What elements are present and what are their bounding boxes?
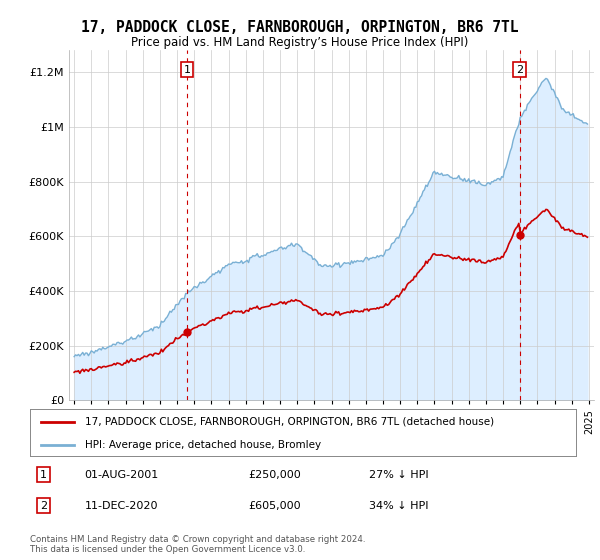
Text: 01-AUG-2001: 01-AUG-2001 [85, 470, 159, 480]
Text: 27% ↓ HPI: 27% ↓ HPI [368, 470, 428, 480]
Text: 2: 2 [516, 64, 523, 74]
Text: Contains HM Land Registry data © Crown copyright and database right 2024.
This d: Contains HM Land Registry data © Crown c… [30, 535, 365, 554]
Text: 34% ↓ HPI: 34% ↓ HPI [368, 501, 428, 511]
Text: Price paid vs. HM Land Registry’s House Price Index (HPI): Price paid vs. HM Land Registry’s House … [131, 36, 469, 49]
Text: 17, PADDOCK CLOSE, FARNBOROUGH, ORPINGTON, BR6 7TL (detached house): 17, PADDOCK CLOSE, FARNBOROUGH, ORPINGTO… [85, 417, 494, 427]
Text: 1: 1 [184, 64, 191, 74]
Text: 1: 1 [40, 470, 47, 480]
Text: 2: 2 [40, 501, 47, 511]
Text: £605,000: £605,000 [248, 501, 301, 511]
Text: £250,000: £250,000 [248, 470, 301, 480]
Text: HPI: Average price, detached house, Bromley: HPI: Average price, detached house, Brom… [85, 440, 321, 450]
Text: 11-DEC-2020: 11-DEC-2020 [85, 501, 158, 511]
Text: 17, PADDOCK CLOSE, FARNBOROUGH, ORPINGTON, BR6 7TL: 17, PADDOCK CLOSE, FARNBOROUGH, ORPINGTO… [81, 20, 519, 35]
